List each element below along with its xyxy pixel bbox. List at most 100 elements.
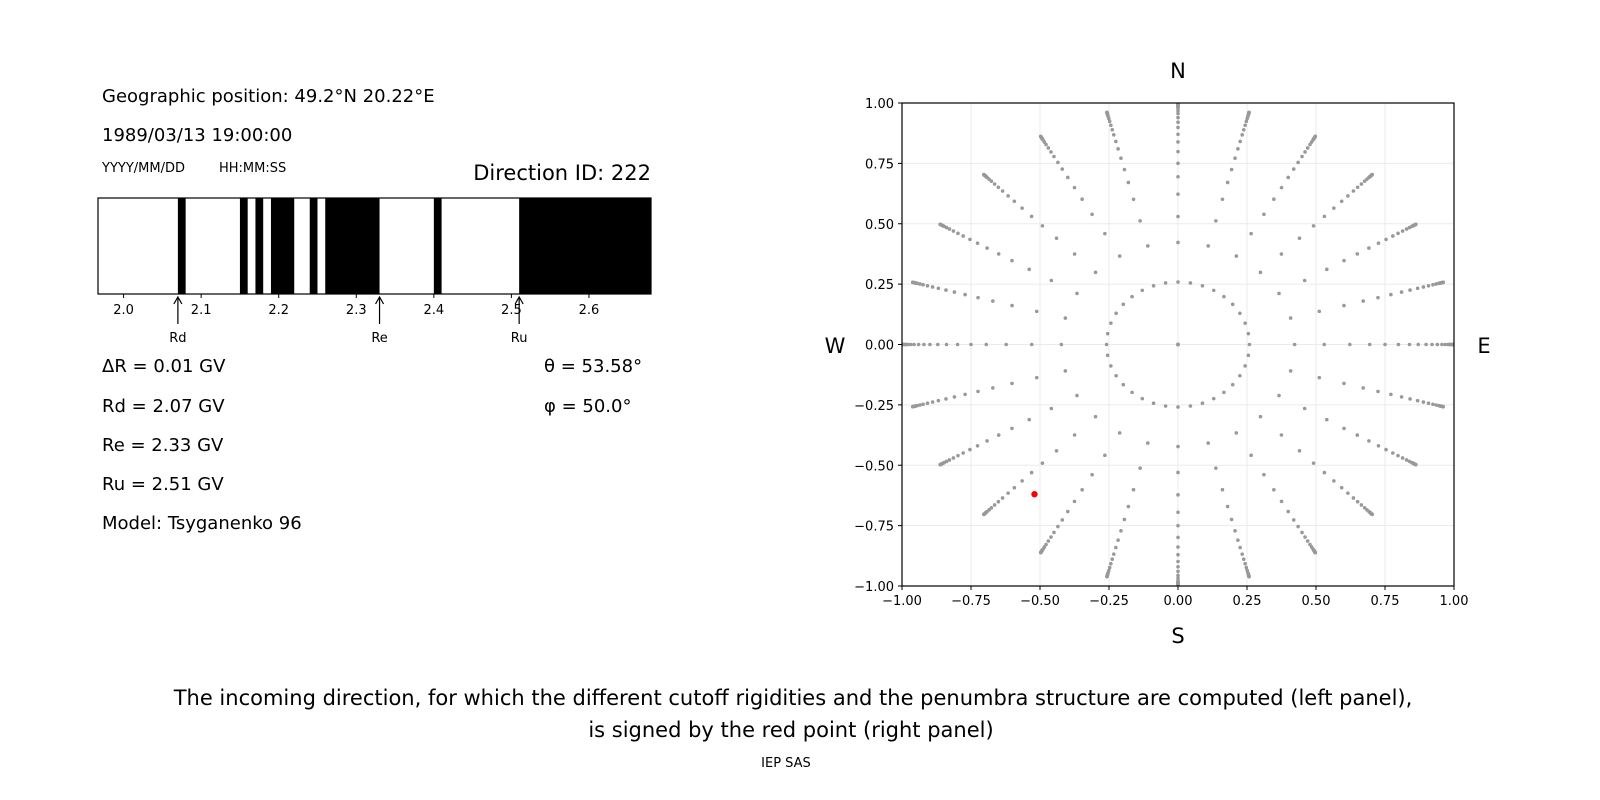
- y-tick-label: −0.50: [854, 459, 894, 474]
- caption-line-2: is signed by the red point (right panel): [588, 718, 994, 742]
- direction-point: [1317, 375, 1322, 380]
- delta-r: ΔR = 0.01 GV: [102, 356, 226, 377]
- direction-point: [1176, 132, 1180, 137]
- direction-point: [1038, 550, 1043, 555]
- direction-point: [1116, 147, 1120, 151]
- ru-value: Ru = 2.51 GV: [102, 474, 224, 495]
- direction-point: [1214, 466, 1218, 470]
- direction-point: [1012, 485, 1017, 490]
- direction-point: [1072, 433, 1077, 437]
- direction-point: [1010, 381, 1014, 386]
- direction-point: [1324, 417, 1329, 422]
- direction-point: [1332, 479, 1336, 483]
- direction-point: [1244, 119, 1249, 124]
- direction-point: [1247, 110, 1251, 115]
- direction-point: [1065, 175, 1070, 180]
- direction-point: [1049, 150, 1053, 154]
- direction-point: [1431, 282, 1435, 287]
- penumbra-forbidden-band: [270, 198, 295, 294]
- direction-point: [1303, 150, 1307, 154]
- direction-point: [1426, 401, 1431, 406]
- direction-point: [961, 451, 965, 455]
- direction-point: [1359, 503, 1364, 507]
- direction-point: [1103, 231, 1107, 236]
- direction-point: [1367, 246, 1371, 250]
- direction-point: [1389, 292, 1393, 297]
- direction-point: [1060, 167, 1065, 171]
- time-format: HH:MM:SS: [219, 161, 287, 176]
- direction-point: [1046, 146, 1051, 150]
- direction-point: [1054, 236, 1059, 240]
- direction-point: [1342, 258, 1346, 263]
- direction-point: [1103, 453, 1107, 458]
- x-tick-label: −0.50: [1020, 594, 1060, 609]
- y-tick-label: 1.00: [865, 97, 894, 112]
- direction-point: [1351, 189, 1356, 193]
- direction-point: [1384, 447, 1388, 452]
- direction-point: [1367, 439, 1371, 443]
- direction-point: [969, 342, 973, 347]
- direction-point: [1176, 125, 1180, 130]
- direction-point: [1376, 295, 1380, 300]
- penumbra-tick-label: 2.0: [113, 303, 134, 318]
- direction-point: [1111, 552, 1116, 556]
- direction-point: [1225, 504, 1230, 509]
- direction-point: [947, 458, 952, 462]
- direction-point: [1241, 557, 1246, 562]
- direction-point: [1346, 491, 1350, 495]
- x-tick-label: −1.00: [882, 594, 922, 609]
- direction-point: [956, 453, 960, 458]
- direction-point: [991, 386, 995, 390]
- direction-point: [930, 400, 935, 404]
- direction-point: [1351, 496, 1356, 500]
- direction-point: [1443, 342, 1448, 347]
- direction-point: [1020, 206, 1024, 210]
- direction-point: [1441, 404, 1446, 409]
- direction-point: [1236, 147, 1240, 151]
- direction-point: [1246, 331, 1251, 336]
- y-tick-label: 0.75: [865, 157, 894, 172]
- direction-point: [1093, 270, 1098, 275]
- direction-point: [944, 397, 948, 401]
- direction-point: [1176, 140, 1180, 144]
- direction-point: [925, 401, 930, 406]
- direction-point: [1313, 134, 1318, 139]
- penumbra-tick-label: 2.6: [579, 303, 600, 318]
- direction-point: [1049, 278, 1054, 283]
- arrow-head-icon: [514, 295, 524, 305]
- direction-point: [1426, 283, 1431, 288]
- direction-point: [1176, 214, 1180, 219]
- direction-point: [1384, 237, 1388, 242]
- direction-point: [1225, 180, 1230, 185]
- direction-point: [1176, 115, 1180, 120]
- direction-point: [1272, 487, 1276, 492]
- direction-point: [1138, 219, 1142, 223]
- direction-point: [1176, 535, 1180, 540]
- direction-point: [1297, 449, 1302, 453]
- direction-point: [1246, 353, 1251, 358]
- direction-point: [1361, 299, 1365, 303]
- x-tick-label: 0.00: [1164, 594, 1193, 609]
- direction-point: [1262, 472, 1266, 477]
- direction-point: [1109, 364, 1113, 368]
- direction-point: [1339, 199, 1344, 204]
- direction-point: [968, 447, 972, 452]
- direction-point: [908, 342, 913, 347]
- direction-point: [921, 282, 925, 287]
- direction-point: [1355, 433, 1360, 437]
- direction-point: [1063, 369, 1068, 373]
- direction-point: [1176, 573, 1180, 578]
- direction-point: [982, 172, 986, 177]
- caption-line-1: The incoming direction, for which the di…: [173, 686, 1413, 710]
- direction-point: [1131, 487, 1136, 492]
- direction-point: [1130, 294, 1134, 299]
- direction-point: [989, 179, 994, 183]
- direction-point: [1272, 197, 1276, 202]
- direction-point: [1163, 404, 1168, 408]
- direction-point: [1176, 559, 1180, 564]
- direction-point: [1206, 441, 1210, 445]
- direction-point: [1163, 281, 1168, 285]
- direction-point: [1322, 470, 1327, 475]
- direction-point: [968, 237, 972, 242]
